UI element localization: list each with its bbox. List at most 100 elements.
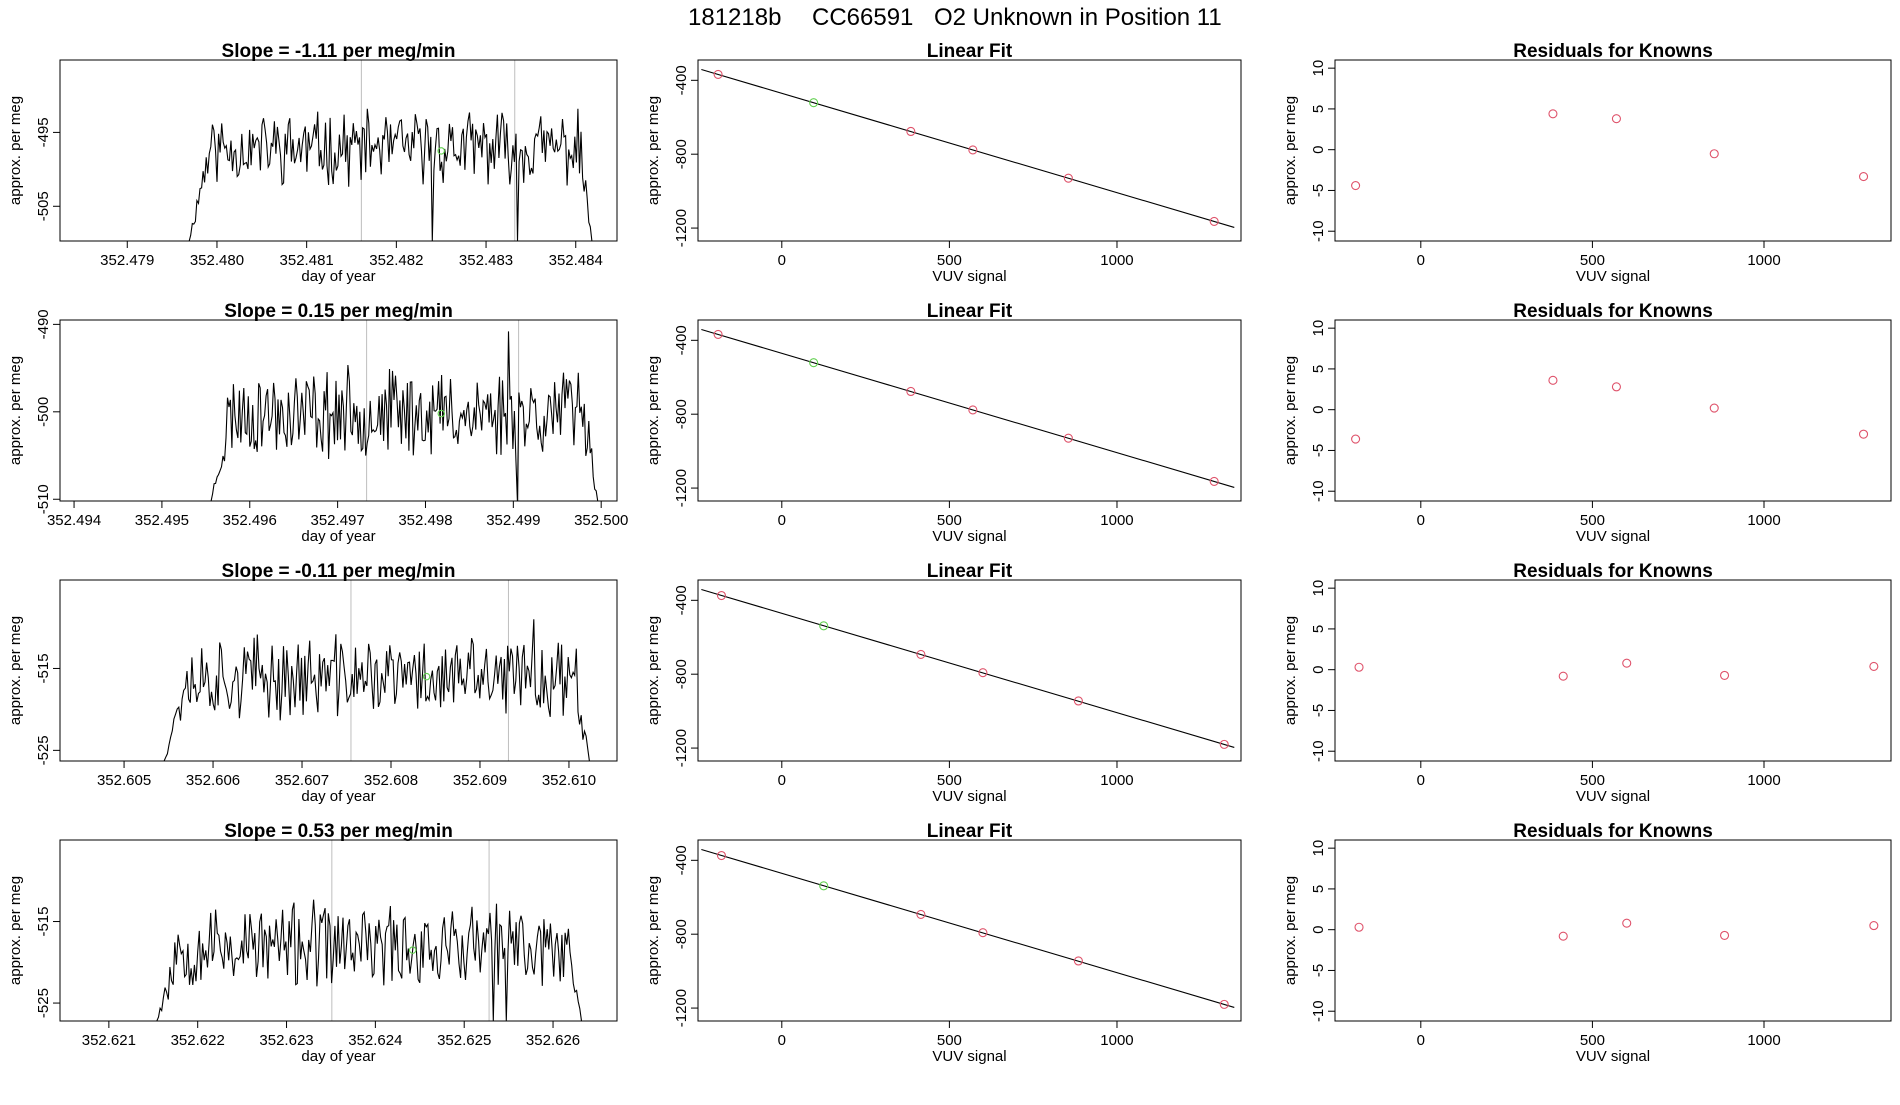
figure-title-cylinder: CC66591 (812, 4, 913, 31)
y-tick-label: 10 (1310, 60, 1327, 77)
plot-title: Residuals for Knowns (1513, 41, 1713, 62)
y-tick-label: -490 (35, 309, 52, 339)
data-layer (60, 60, 617, 241)
known-point (1719, 670, 1730, 680)
known-point (906, 126, 916, 137)
y-tick-label: -495 (35, 117, 52, 147)
known-point (1611, 114, 1621, 124)
data-layer (1351, 109, 1869, 191)
x-tick-label: 352.495 (135, 512, 189, 529)
known-point (1073, 696, 1083, 706)
x-tick-label: 352.605 (97, 772, 151, 789)
y-tick-label: -10 (1310, 740, 1327, 762)
x-tick-label: 352.622 (171, 1032, 225, 1049)
y-tick-label: -5 (1310, 704, 1327, 717)
x-tick-label: 0 (1417, 512, 1425, 529)
y-tick-label: -515 (35, 907, 52, 937)
y-axis-label: approx. per meg (645, 876, 662, 985)
plot-panel: Linear Fit 0 500 1000 VUV signal -1200 -800 -40… (645, 821, 1242, 1065)
data-layer (1354, 658, 1879, 681)
signal-trace (60, 899, 617, 1021)
x-tick-label: 352.610 (542, 772, 596, 789)
x-tick-label: 500 (937, 252, 962, 269)
known-point (1354, 922, 1364, 932)
y-axis-label: approx. per meg (7, 356, 24, 465)
x-tick-label: 1000 (1100, 512, 1133, 529)
x-tick-label: 1000 (1100, 772, 1133, 789)
plot-frame (697, 59, 1242, 242)
x-axis-label: day of year (301, 788, 375, 805)
known-point (1858, 172, 1869, 182)
x-tick-label: 352.481 (280, 252, 334, 269)
x-tick-label: 500 (1580, 1032, 1605, 1049)
x-tick-label: 0 (1417, 252, 1425, 269)
plot-title: Slope = -0.11 per meg/min (222, 561, 456, 582)
known-point (1351, 434, 1361, 444)
plot-frame (1334, 319, 1892, 502)
known-point (1063, 173, 1073, 183)
known-point (1622, 658, 1632, 668)
plot-frame (1334, 59, 1892, 242)
x-tick-label: 352.626 (526, 1032, 580, 1049)
x-tick-label: 1000 (1100, 1032, 1133, 1049)
plot-frame (59, 579, 618, 762)
plot-panel: Linear Fit 0 500 1000 VUV signal -1200 -800 -40… (645, 561, 1242, 805)
plot-panel: Slope = 0.15 per meg/min 352.494 352.495 35… (7, 301, 628, 545)
known-point (1858, 429, 1869, 439)
y-tick-label: -800 (673, 139, 690, 169)
unknown-marker (422, 672, 431, 681)
known-point (1548, 375, 1558, 385)
plot-panel: Linear Fit 0 500 1000 VUV signal -1200 -800 -40… (645, 301, 1242, 545)
known-point (1558, 671, 1568, 681)
y-tick-label: -1200 (673, 209, 690, 247)
x-tick-label: 352.607 (275, 772, 329, 789)
fit-line (701, 848, 1235, 1008)
x-tick-label: 0 (778, 252, 786, 269)
y-tick-label: 10 (1310, 580, 1327, 597)
x-tick-label: 352.608 (364, 772, 418, 789)
x-axis-label: day of year (301, 1048, 375, 1065)
data-layer (1351, 375, 1869, 444)
unknown-marker (437, 147, 445, 155)
x-tick-label: 352.623 (259, 1032, 313, 1049)
y-tick-label: -800 (673, 659, 690, 689)
plot-frame (697, 319, 1242, 502)
plot-title: Residuals for Knowns (1513, 821, 1713, 842)
unknown-point (819, 621, 829, 631)
known-point (1219, 999, 1229, 1009)
x-tick-label: 1000 (1747, 512, 1780, 529)
x-tick-label: 500 (1580, 512, 1605, 529)
y-tick-label: -505 (35, 191, 52, 221)
known-point (1219, 739, 1229, 749)
known-point (1611, 382, 1621, 392)
plot-title: Residuals for Knowns (1513, 561, 1713, 582)
y-tick-label: -5 (1310, 184, 1327, 197)
x-axis-label: day of year (301, 268, 375, 285)
plot-panel: Slope = -1.11 per meg/min 352.479 352.480 3… (7, 41, 618, 285)
x-tick-label: 352.479 (100, 252, 154, 269)
x-tick-label: 1000 (1100, 252, 1133, 269)
figure-title-position: O2 Unknown in Position 11 (934, 4, 1222, 31)
plot-frame (1334, 579, 1892, 762)
y-axis-label: approx. per meg (1282, 96, 1299, 205)
unknown-point (809, 98, 819, 108)
y-tick-label: -1200 (673, 469, 690, 507)
plot-title: Linear Fit (927, 301, 1013, 322)
x-tick-label: 352.483 (459, 252, 513, 269)
y-tick-label: -400 (673, 845, 690, 875)
plot-grid: Slope = -1.11 per meg/min 352.479 352.480 3… (7, 41, 1892, 1065)
known-point (978, 928, 988, 938)
y-tick-label: -500 (35, 397, 52, 427)
unknown-marker (408, 946, 417, 954)
plot-panel: Linear Fit 0 500 1000 VUV signal -1200 -800 -40… (645, 41, 1242, 285)
x-axis-label: VUV signal (932, 268, 1006, 285)
x-tick-label: 500 (1580, 252, 1605, 269)
y-axis-label: approx. per meg (1282, 616, 1299, 725)
y-tick-label: -800 (673, 399, 690, 429)
x-tick-label: 500 (937, 1032, 962, 1049)
x-tick-label: 352.497 (311, 512, 365, 529)
known-point (1869, 661, 1879, 671)
plot-frame (697, 839, 1242, 1022)
data-layer (701, 588, 1235, 749)
